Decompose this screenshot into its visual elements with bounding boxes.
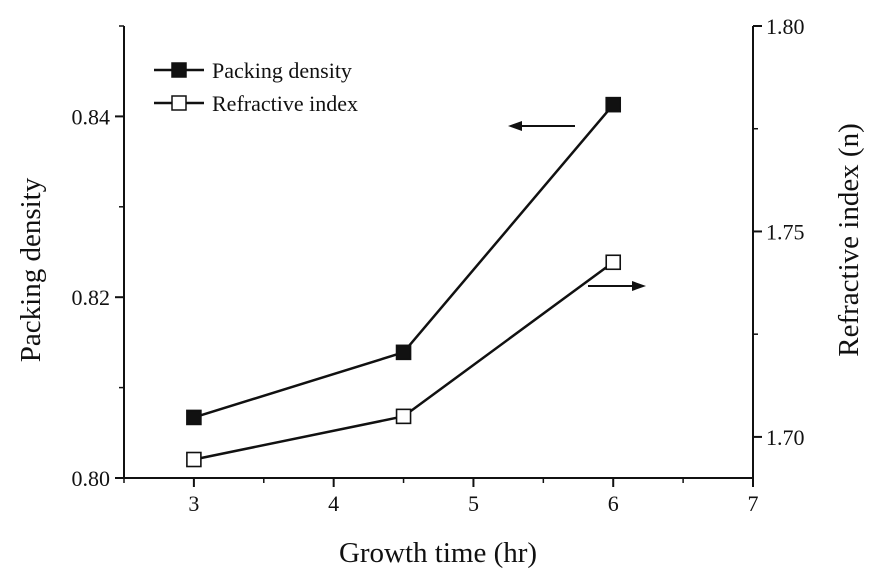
left-y-tick-label: 0.84 — [72, 104, 111, 129]
left-y-ticks: 0.80 0.82 0.84 — [72, 25, 124, 491]
left-y-tick-label: 0.80 — [72, 466, 111, 491]
data-point-refractive-index — [186, 451, 202, 468]
arrow-to-right-axis — [588, 281, 646, 291]
x-tick-label: 3 — [188, 491, 199, 516]
data-point-packing-density — [186, 409, 202, 426]
data-point-refractive-index — [395, 408, 412, 425]
series-layer — [186, 96, 622, 468]
x-ticks: 3 4 5 6 7 — [123, 478, 759, 516]
series-line-packing-density — [193, 103, 615, 419]
left-y-tick-label: 0.82 — [72, 285, 111, 310]
right-y-axis-title: Refractive index (n) — [833, 123, 865, 357]
right-y-ticks: 1.70 1.75 1.80 — [753, 14, 805, 450]
data-point-packing-density — [395, 344, 412, 361]
right-y-tick-label: 1.80 — [766, 14, 805, 39]
x-tick-label: 5 — [468, 491, 479, 516]
legend-label-packing-density: Packing density — [212, 58, 352, 83]
legend: Packing density Refractive index — [154, 58, 358, 116]
legend-label-refractive-index: Refractive index — [212, 91, 358, 116]
x-tick-label: 4 — [328, 491, 339, 516]
x-tick-label: 7 — [748, 491, 759, 516]
right-y-tick-label: 1.75 — [766, 219, 805, 244]
left-y-axis-title: Packing density — [15, 177, 47, 362]
series-line-refractive-index — [193, 261, 614, 461]
data-point-refractive-index — [605, 254, 622, 271]
x-tick-label: 6 — [608, 491, 619, 516]
legend-marker-open-square — [171, 95, 187, 111]
data-point-packing-density — [605, 96, 622, 113]
legend-marker-filled-square — [171, 62, 187, 78]
x-axis-title: Growth time (hr) — [339, 537, 537, 569]
arrow-to-left-axis — [508, 121, 575, 131]
right-y-tick-label: 1.70 — [766, 425, 805, 450]
